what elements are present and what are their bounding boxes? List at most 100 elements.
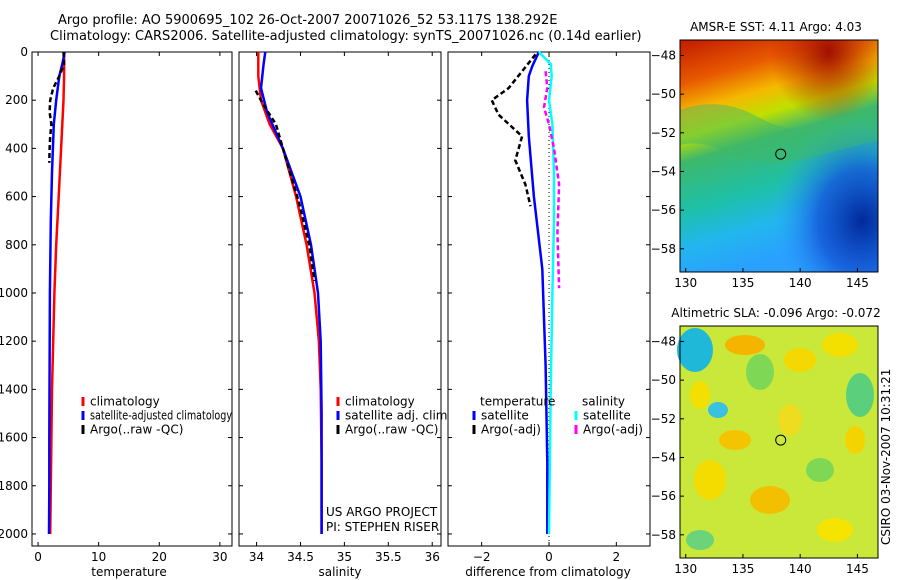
- x-tick-label: 34.5: [287, 550, 314, 564]
- difference-legend: temperature satellite Argo(-adj) salinit…: [472, 395, 643, 437]
- x-tick-label: 10: [91, 550, 106, 564]
- temperature-legend: climatology satellite-adjusted climatolo…: [81, 395, 232, 437]
- difference-panel: −2 0 2 difference from climatology tempera…: [447, 51, 651, 579]
- temperature-axes-frame: [31, 51, 233, 547]
- legend-label-satellite-adj: satellite adj. clim.: [345, 409, 451, 423]
- argo-location-marker: [775, 434, 787, 446]
- x-tick-label: 34: [249, 550, 264, 564]
- sla-map-title: Altimetric SLA: -0.096 Argo: -0.072: [671, 306, 880, 320]
- lat-tick-label: −50: [651, 87, 676, 101]
- series-temperature-satellite: [525, 51, 549, 534]
- depth-tick-label: 400: [5, 141, 28, 155]
- legend-heading-temperature: temperature: [480, 395, 555, 409]
- series-satellite-adj-clim: [259, 51, 323, 534]
- difference-series: [490, 51, 561, 535]
- argo-location-marker: [775, 148, 787, 160]
- legend-label-satellite-adjusted: satellite-adjusted climatology: [90, 409, 232, 423]
- sla-blobs: [677, 328, 874, 550]
- sst-map-title: AMSR-E SST: 4.11 Argo: 4.03: [690, 20, 862, 34]
- sst-front: [680, 104, 878, 163]
- difference-ticks: −2 0 2: [448, 51, 650, 564]
- x-tick-label: 36: [425, 550, 440, 564]
- sst-map-frame: [679, 39, 879, 273]
- temperature-xlabel: temperature: [91, 565, 166, 579]
- lat-tick-label: −56: [651, 203, 676, 217]
- depth-tick-label: 1600: [0, 431, 28, 445]
- salinity-series: [254, 51, 323, 534]
- temperature-series: [47, 51, 66, 535]
- legend-heading-salinity: salinity: [582, 395, 625, 409]
- legend-label-temp-argo: Argo(-adj): [481, 423, 541, 437]
- sla-field: [680, 326, 878, 558]
- figure-title-line1: Argo profile: AO 5900695_102 26-Oct-2007…: [58, 13, 558, 28]
- sst-map-ticks: 130 135 140 145 −48 −50 −52 −54 −56 −58: [651, 48, 869, 290]
- difference-xlabel: difference from climatology: [465, 565, 631, 579]
- pi-label: PI: STEPHEN RISER: [326, 520, 439, 534]
- depth-tick-label: 2000: [0, 527, 28, 541]
- lat-tick-label: −50: [651, 373, 676, 387]
- lon-tick-label: 145: [846, 276, 869, 290]
- lat-tick-label: −52: [651, 412, 676, 426]
- depth-axis-labels: 0 200 400 600 800 1000 1200 1400 1600 1800 2000: [0, 45, 28, 541]
- sla-map-ticks: 130 135 140 145 −48 −50 −52 −54 −56 −58: [651, 334, 869, 576]
- depth-tick-label: 600: [5, 190, 28, 204]
- legend-label-climatology: climatology: [345, 395, 415, 409]
- x-tick-label: 30: [212, 550, 227, 564]
- lat-tick-label: −48: [651, 334, 676, 348]
- temperature-ticks: 0 10 20 30: [32, 51, 232, 564]
- series-salinity-satellite: [538, 51, 556, 535]
- lon-tick-label: 140: [789, 276, 812, 290]
- legend-label-argo: Argo(..raw -QC): [90, 423, 183, 437]
- x-tick-label: −2: [473, 550, 491, 564]
- sla-map-frame: [679, 325, 879, 559]
- lon-tick-label: 145: [846, 562, 869, 576]
- salinity-legend: climatology satellite adj. clim. Argo(..…: [336, 395, 451, 437]
- sst-map-panel: AMSR-E SST: 4.11 Argo: 4.03 130 135 140 145…: [651, 20, 879, 290]
- depth-tick-label: 800: [5, 238, 28, 252]
- lat-tick-label: −52: [651, 126, 676, 140]
- series-climatology: [48, 52, 66, 535]
- sla-map-panel: Altimetric SLA: -0.096 Argo: -0.072 130 1…: [651, 306, 881, 576]
- lat-tick-label: −54: [651, 164, 676, 178]
- depth-tick-label: 0: [20, 45, 28, 59]
- depth-tick-label: 200: [5, 93, 28, 107]
- x-tick-label: 0: [34, 550, 42, 564]
- lon-tick-label: 130: [674, 562, 697, 576]
- lat-tick-label: −58: [651, 528, 676, 542]
- depth-tick-label: 1200: [0, 334, 28, 348]
- series-argo-raw-qc: [254, 89, 316, 282]
- series-argo-raw-qc: [48, 51, 66, 163]
- x-tick-label: 0: [545, 550, 553, 564]
- series-salinity-argo-adj: [542, 71, 561, 289]
- lat-tick-label: −48: [651, 48, 676, 62]
- figure-title-line2: Climatology: CARS2006. Satellite-adjuste…: [50, 29, 642, 44]
- legend-label-argo: Argo(..raw -QC): [345, 423, 438, 437]
- temperature-panel: 0 10 20 30 temperature climatology satellit…: [31, 51, 233, 579]
- salinity-xlabel: salinity: [318, 565, 361, 579]
- legend-label-sal-satellite: satellite: [583, 409, 631, 423]
- salinity-panel: 34 34.5 35 35.5 36 salinity climatology sate…: [238, 51, 451, 579]
- salinity-axes-frame: [238, 51, 442, 547]
- depth-tick-label: 1800: [0, 479, 28, 493]
- legend-label-climatology: climatology: [90, 395, 160, 409]
- sst-cold-core: [680, 40, 878, 272]
- lat-tick-label: −56: [651, 489, 676, 503]
- lon-tick-label: 140: [789, 562, 812, 576]
- lat-tick-label: −54: [651, 450, 676, 464]
- csiro-timestamp: CSIRO 03-Nov-2007 10:31:21: [879, 369, 893, 545]
- salinity-ticks: 34 34.5 35 35.5 36: [239, 51, 441, 564]
- series-satellite-adjusted-climatology: [47, 51, 66, 535]
- legend-label-temp-satellite: satellite: [481, 409, 529, 423]
- lon-tick-label: 130: [674, 276, 697, 290]
- lon-tick-label: 135: [731, 562, 754, 576]
- depth-tick-label: 1000: [0, 286, 28, 300]
- x-tick-label: 35: [337, 550, 352, 564]
- project-label: US ARGO PROJECT: [326, 505, 438, 519]
- x-tick-label: 35.5: [375, 550, 402, 564]
- x-tick-label: 2: [613, 550, 621, 564]
- legend-label-sal-argo: Argo(-adj): [583, 423, 643, 437]
- depth-tick-label: 1400: [0, 382, 28, 396]
- lon-tick-label: 135: [731, 276, 754, 290]
- x-tick-label: 20: [152, 550, 167, 564]
